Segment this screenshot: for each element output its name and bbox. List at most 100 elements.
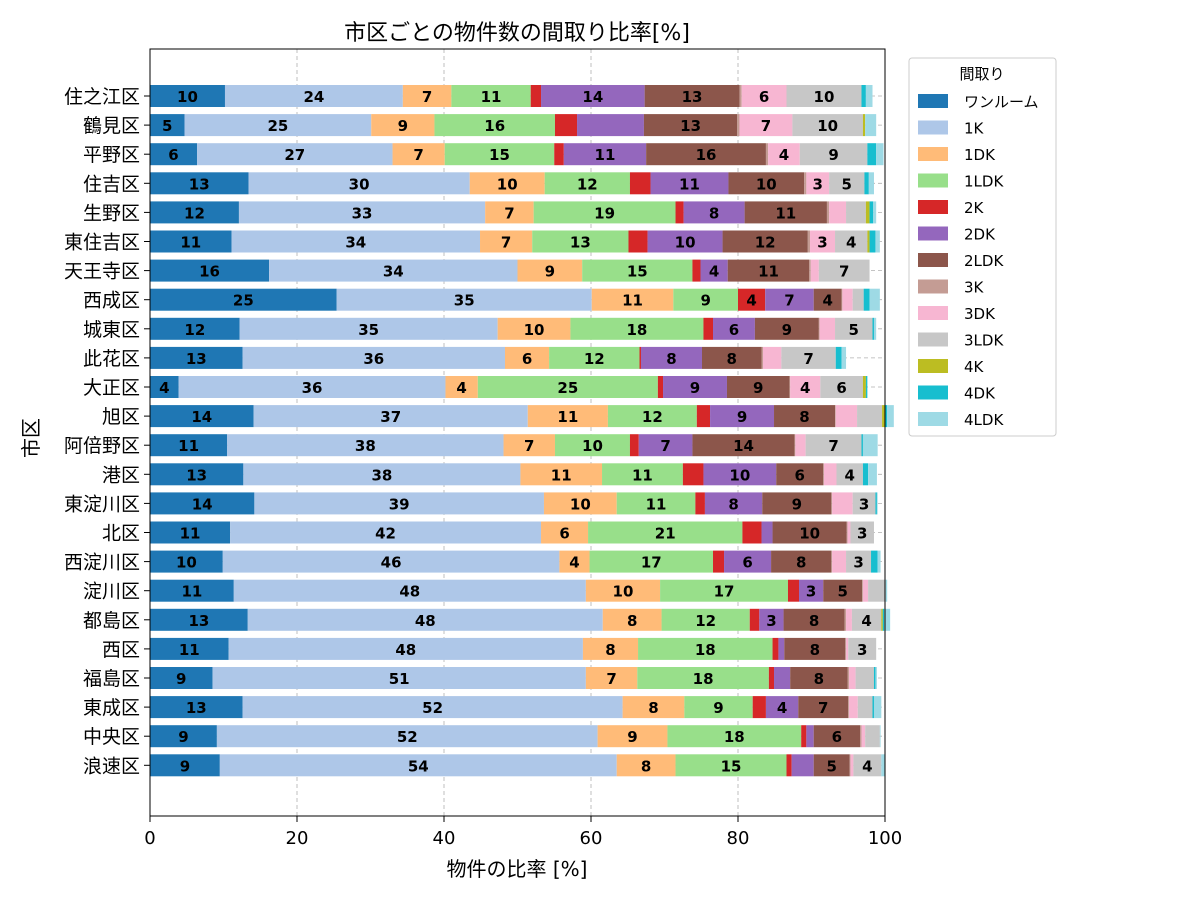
bar-segment (806, 725, 814, 748)
bar-data-label: 6 (522, 350, 532, 368)
bar-data-label: 11 (181, 583, 202, 601)
bar-data-label: 51 (389, 670, 410, 688)
bar-segment (444, 143, 555, 166)
bar-data-label: 16 (696, 146, 717, 164)
legend-label: 3K (964, 279, 985, 297)
bar-data-label: 10 (582, 437, 603, 455)
bar-segment (150, 288, 337, 311)
bar-segment (876, 492, 878, 515)
bar-segment (722, 230, 808, 253)
bar-data-label: 4 (777, 699, 787, 717)
legend: 間取り ワンルーム 1K 1DK 1LDK 2K 2DK 2LDK 3K 3DK 3LDK 4K 4D… (908, 57, 1057, 437)
bar-data-label: 10 (675, 234, 696, 252)
bar-segment (585, 667, 638, 689)
bar-segment (846, 201, 866, 224)
bar-data-label: 3 (806, 583, 816, 601)
bar-data-label: 16 (484, 117, 505, 135)
bar-segment (150, 579, 234, 602)
bar-data-label: 25 (267, 117, 288, 135)
bar-segment (805, 434, 862, 457)
y-tick-label: 淀川区 (83, 581, 140, 603)
bar-data-label: 6 (836, 379, 846, 397)
bar-segment (392, 143, 445, 166)
bar-data-label: 4 (779, 146, 789, 164)
bar-data-label: 10 (570, 495, 591, 513)
bar-segment (703, 463, 777, 486)
bar-segment (799, 143, 868, 166)
bar-segment (451, 85, 531, 107)
legend-swatch (918, 306, 948, 320)
bar-segment (798, 696, 849, 719)
bar-segment (879, 725, 881, 748)
bar-segment (835, 317, 873, 340)
bar-segment (804, 172, 807, 195)
bar-data-label: 6 (168, 146, 178, 164)
bar-data-label: 16 (199, 263, 220, 281)
bar-data-label: 8 (605, 641, 615, 659)
bar-segment (527, 405, 608, 428)
legend-label: 3LDK (964, 332, 1004, 350)
bar-data-label: 17 (714, 583, 735, 601)
bar-data-label: 4 (746, 292, 756, 310)
bar-data-label: 9 (178, 728, 188, 746)
bar-data-label: 3 (857, 525, 867, 543)
legend-swatch (918, 279, 948, 294)
bar-data-label: 5 (849, 321, 859, 339)
bar-segment (865, 85, 873, 107)
bar-data-label: 11 (775, 204, 796, 222)
bar-segment (589, 550, 714, 573)
bar-segment (695, 492, 705, 515)
bar-segment (739, 85, 742, 107)
bar-segment (832, 492, 853, 515)
bar-segment (741, 85, 787, 107)
y-tick-label: 西成区 (83, 290, 140, 312)
bar-segment (150, 114, 185, 137)
bar-segment (787, 579, 800, 602)
legend-label: 1LDK (964, 173, 1004, 191)
bar-segment (738, 288, 766, 311)
y-tick-label: 旭区 (102, 406, 140, 428)
bar-segment (640, 346, 702, 369)
bar-segment (480, 230, 533, 253)
bar-data-label: 11 (632, 466, 653, 484)
bar-segment (541, 521, 589, 544)
bar-segment (660, 579, 788, 602)
bar-segment (875, 492, 877, 515)
bar-segment (772, 521, 847, 544)
bar-segment (771, 550, 832, 573)
bar-data-label: 11 (679, 175, 700, 193)
bar-data-label: 11 (557, 408, 578, 426)
bar-segment (772, 637, 779, 660)
bar-data-label: 7 (818, 699, 828, 717)
bar-data-label: 10 (524, 321, 545, 339)
bar-data-label: 9 (176, 670, 186, 688)
bar-segment (844, 608, 847, 631)
bar-segment (647, 230, 723, 253)
bar-segment (150, 463, 244, 486)
bar-data-label: 8 (728, 495, 738, 513)
bar-data-label: 3 (853, 554, 863, 572)
bar-segment (869, 230, 876, 253)
bar-data-label: 8 (809, 612, 819, 630)
bar-segment (819, 317, 836, 340)
bar-segment (517, 259, 583, 282)
bar-data-label: 34 (345, 234, 366, 252)
bar-segment (242, 346, 506, 369)
bar-segment (497, 317, 571, 340)
bar-data-label: 37 (380, 408, 401, 426)
bar-segment (848, 696, 849, 719)
bar-segment (842, 288, 853, 311)
bar-segment (818, 259, 870, 282)
bar-segment (477, 376, 658, 398)
bar-segment (857, 696, 873, 719)
bar-segment (150, 754, 220, 777)
bar-segment (752, 696, 766, 719)
bar-segment (831, 550, 833, 573)
bar-segment (248, 172, 470, 195)
bar-segment (602, 608, 662, 631)
bar-segment (809, 259, 811, 282)
bar-segment (786, 85, 862, 107)
bar-segment (150, 85, 225, 107)
bar-segment (227, 434, 504, 457)
bar-data-label: 46 (381, 554, 402, 572)
